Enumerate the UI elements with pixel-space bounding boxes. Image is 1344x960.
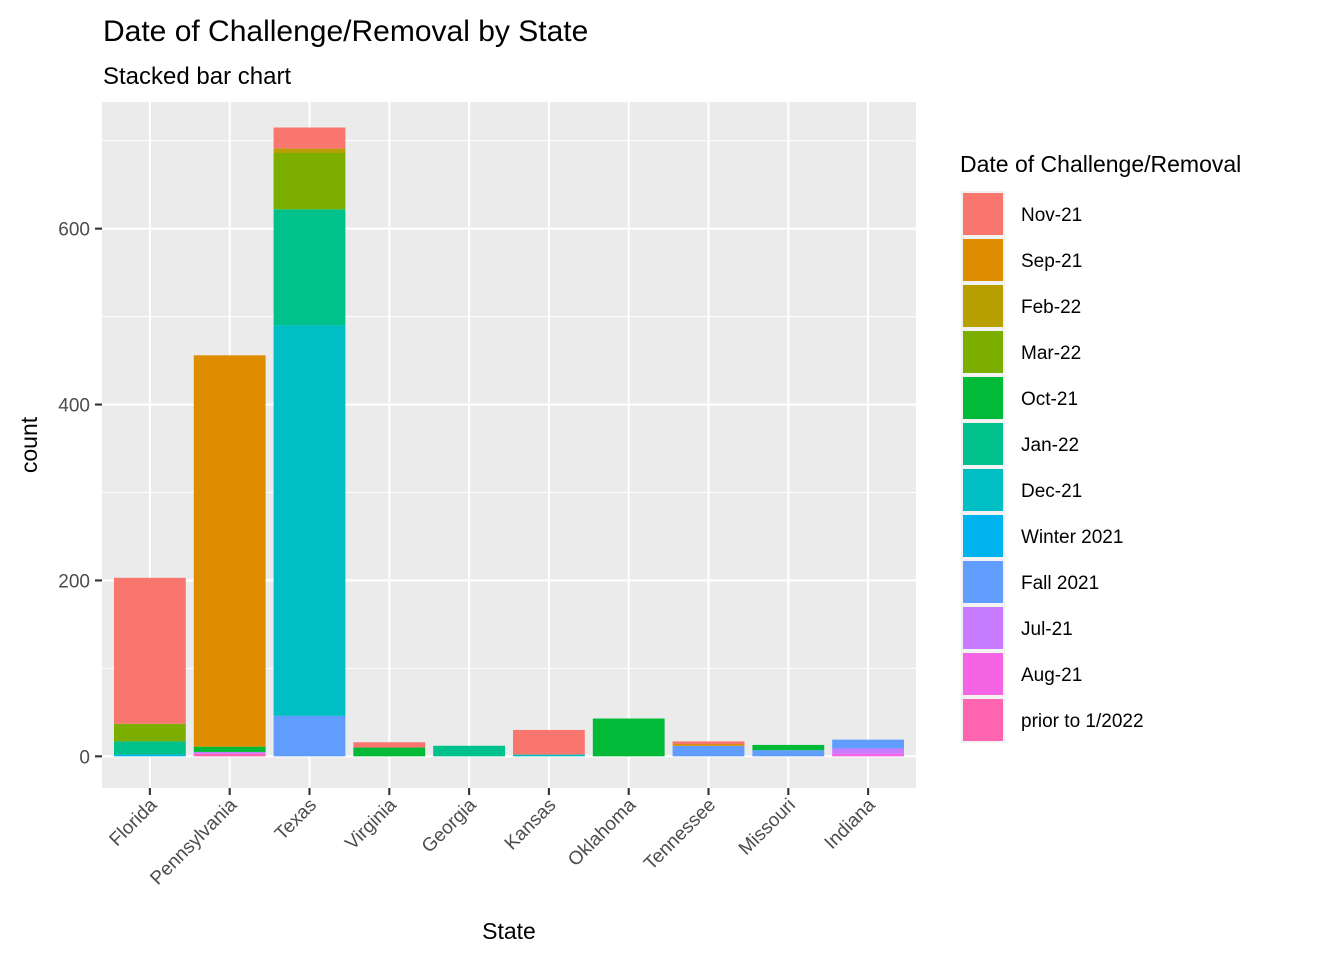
- x-tick-label: Florida: [106, 794, 162, 850]
- legend-title: Date of Challenge/Removal: [960, 151, 1241, 177]
- x-tick-label: Kansas: [501, 795, 561, 855]
- x-tick-label: Virginia: [341, 794, 401, 854]
- legend-label: prior to 1/2022: [1021, 711, 1144, 732]
- x-tick-label: Missouri: [735, 795, 800, 860]
- bar-segment-tennessee-sep-21: [672, 744, 745, 746]
- legend-swatch: [963, 699, 1003, 741]
- chart-title: Date of Challenge/Removal by State: [103, 15, 588, 48]
- bar-segment-texas-nov-21: [273, 127, 346, 149]
- bar-segment-florida-jan-22: [113, 741, 186, 755]
- legend-label: Mar-22: [1021, 343, 1081, 364]
- legend-label: Jan-22: [1021, 435, 1079, 456]
- x-tick-label: Oklahoma: [564, 794, 640, 870]
- chart-subtitle: Stacked bar chart: [103, 63, 291, 90]
- x-tick-label: Tennessee: [640, 795, 720, 875]
- bar-segment-kansas-dec-21: [512, 754, 585, 757]
- bar-segment-indiana-jul-21: [832, 748, 905, 754]
- legend-swatch: [963, 193, 1003, 235]
- bar-segment-tennessee-nov-21: [672, 741, 745, 745]
- bar-segment-virginia-nov-21: [353, 742, 426, 748]
- bar-segment-texas-feb-22: [273, 148, 346, 154]
- legend-swatch: [963, 653, 1003, 695]
- bar-segment-texas-mar-22: [273, 153, 346, 210]
- bar-segment-kansas-nov-21: [512, 729, 585, 755]
- x-tick-label: Indiana: [821, 794, 880, 853]
- x-tick-label: Georgia: [418, 794, 481, 857]
- legend: Date of Challenge/Removal Nov-21 Sep-21 Fe…: [960, 151, 1241, 743]
- bar-segment-tennessee-fall-2021: [672, 745, 745, 757]
- legend-label: Oct-21: [1021, 389, 1078, 410]
- legend-label: Sep-21: [1021, 251, 1082, 272]
- legend-label: Fall 2021: [1021, 573, 1099, 594]
- x-axis-title: State: [482, 918, 536, 944]
- bar-segment-florida-winter-2021: [113, 754, 186, 757]
- legend-swatch: [963, 469, 1003, 511]
- legend-swatch: [963, 515, 1003, 557]
- y-tick-label: 600: [58, 220, 90, 241]
- legend-swatch: [963, 239, 1003, 281]
- bar-segment-oklahoma-oct-21: [592, 718, 665, 757]
- plot-panel: [102, 102, 916, 788]
- legend-swatch: [963, 331, 1003, 373]
- legend-label: Feb-22: [1021, 297, 1081, 318]
- bar-segment-florida-nov-21: [113, 577, 186, 724]
- bar-segment-indiana-aug-21: [832, 753, 905, 757]
- bar-segment-texas-dec-21: [273, 325, 346, 716]
- bar-segment-indiana-fall-2021: [832, 739, 905, 749]
- bar-segment-pennsylvania-prior-to-1-2022: [193, 753, 266, 757]
- y-tick-label: 0: [79, 747, 90, 768]
- bar-segment-georgia-jan-22: [433, 745, 506, 757]
- legend-label: Dec-21: [1021, 481, 1082, 502]
- bar-segment-pennsylvania-sep-21: [193, 355, 266, 747]
- y-axis: 0 200 400 600: [58, 220, 102, 768]
- legend-label: Nov-21: [1021, 205, 1082, 226]
- legend-swatch: [963, 561, 1003, 603]
- bar-segment-pennsylvania-jul-21: [193, 751, 266, 754]
- legend-swatch: [963, 285, 1003, 327]
- x-tick-label: Pennsylvania: [146, 794, 241, 889]
- bar-segment-florida-mar-22: [113, 723, 186, 742]
- bar-segment-missouri-fall-2021: [752, 750, 825, 757]
- legend-label: Aug-21: [1021, 665, 1082, 686]
- bar-segment-pennsylvania-oct-21: [193, 746, 266, 752]
- legend-label: Jul-21: [1021, 619, 1073, 640]
- y-tick-label: 200: [58, 571, 90, 592]
- bars: [113, 127, 905, 757]
- x-tick-label: Texas: [271, 795, 321, 845]
- bar-segment-texas-jan-22: [273, 209, 346, 326]
- legend-swatch: [963, 423, 1003, 465]
- bar-segment-virginia-oct-21: [353, 747, 426, 757]
- legend-swatch: [963, 377, 1003, 419]
- legend-swatch: [963, 607, 1003, 649]
- y-tick-label: 400: [58, 396, 90, 417]
- bar-segment-missouri-oct-21: [752, 744, 825, 751]
- legend-label: Winter 2021: [1021, 527, 1123, 548]
- bar-segment-texas-fall-2021: [273, 715, 346, 757]
- y-axis-title: count: [16, 416, 42, 473]
